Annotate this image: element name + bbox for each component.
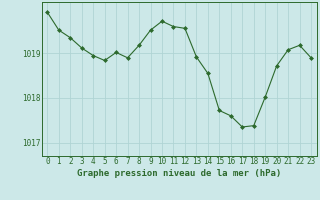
X-axis label: Graphe pression niveau de la mer (hPa): Graphe pression niveau de la mer (hPa) xyxy=(77,169,281,178)
